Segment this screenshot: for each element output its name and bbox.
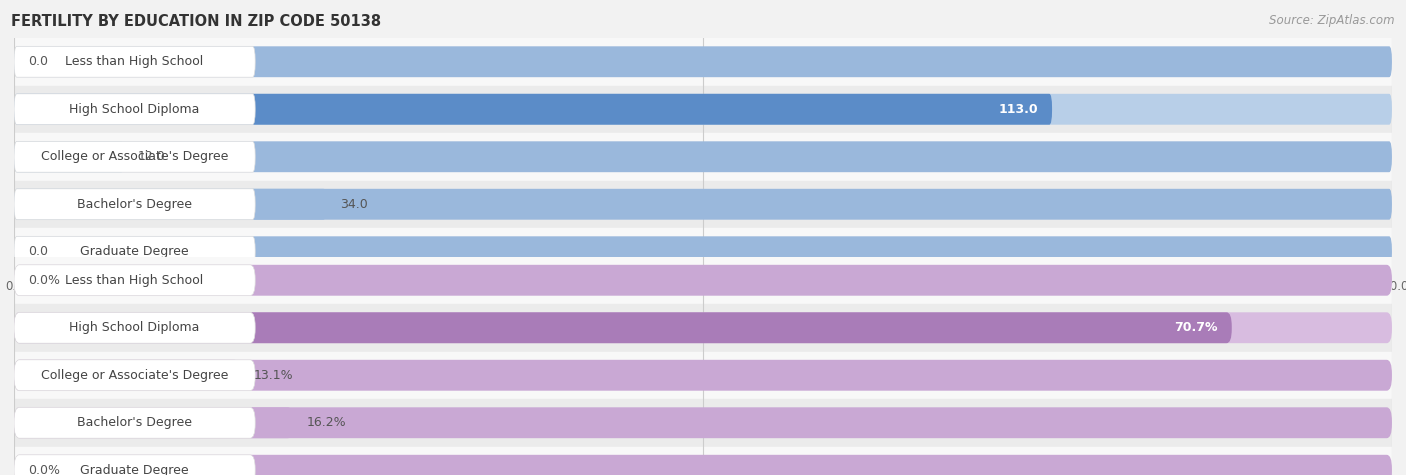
Text: 13.1%: 13.1% xyxy=(253,369,292,382)
FancyBboxPatch shape xyxy=(14,47,1392,77)
Bar xyxy=(14,446,1392,475)
FancyBboxPatch shape xyxy=(14,360,1392,390)
Bar xyxy=(14,304,1392,352)
FancyBboxPatch shape xyxy=(14,189,326,219)
FancyBboxPatch shape xyxy=(14,360,256,390)
Text: 0.0: 0.0 xyxy=(28,55,48,68)
Text: 0.0%: 0.0% xyxy=(28,274,60,287)
FancyBboxPatch shape xyxy=(14,94,256,125)
FancyBboxPatch shape xyxy=(14,265,1392,295)
Text: Less than High School: Less than High School xyxy=(66,274,204,287)
Text: 34.0: 34.0 xyxy=(340,198,368,211)
FancyBboxPatch shape xyxy=(14,408,292,438)
FancyBboxPatch shape xyxy=(14,189,256,219)
Text: High School Diploma: High School Diploma xyxy=(69,321,200,334)
Bar xyxy=(14,228,1392,276)
FancyBboxPatch shape xyxy=(14,142,124,172)
Text: High School Diploma: High School Diploma xyxy=(69,103,200,116)
FancyBboxPatch shape xyxy=(14,237,1392,267)
FancyBboxPatch shape xyxy=(14,94,1392,125)
Text: FERTILITY BY EDUCATION IN ZIP CODE 50138: FERTILITY BY EDUCATION IN ZIP CODE 50138 xyxy=(11,14,381,29)
FancyBboxPatch shape xyxy=(14,313,256,343)
FancyBboxPatch shape xyxy=(14,94,1052,125)
FancyBboxPatch shape xyxy=(14,142,256,172)
Text: 16.2%: 16.2% xyxy=(307,416,346,429)
Bar xyxy=(14,38,1392,86)
Bar xyxy=(14,352,1392,399)
Text: Bachelor's Degree: Bachelor's Degree xyxy=(77,198,193,211)
FancyBboxPatch shape xyxy=(14,237,256,267)
Bar xyxy=(14,256,1392,304)
FancyBboxPatch shape xyxy=(14,455,256,475)
FancyBboxPatch shape xyxy=(14,313,1232,343)
Text: Bachelor's Degree: Bachelor's Degree xyxy=(77,416,193,429)
Bar xyxy=(14,399,1392,446)
FancyBboxPatch shape xyxy=(14,47,256,77)
Text: 0.0: 0.0 xyxy=(28,245,48,258)
Text: 12.0: 12.0 xyxy=(138,150,166,163)
FancyBboxPatch shape xyxy=(14,189,1392,219)
Bar xyxy=(14,86,1392,133)
FancyBboxPatch shape xyxy=(14,408,1392,438)
Text: 70.7%: 70.7% xyxy=(1174,321,1218,334)
Text: 113.0: 113.0 xyxy=(998,103,1038,116)
FancyBboxPatch shape xyxy=(14,265,256,295)
Text: Source: ZipAtlas.com: Source: ZipAtlas.com xyxy=(1270,14,1395,27)
Bar xyxy=(14,180,1392,228)
Text: Graduate Degree: Graduate Degree xyxy=(80,245,188,258)
Text: 0.0%: 0.0% xyxy=(28,464,60,475)
Text: College or Associate's Degree: College or Associate's Degree xyxy=(41,150,228,163)
FancyBboxPatch shape xyxy=(14,455,1392,475)
Bar xyxy=(14,133,1392,180)
Text: College or Associate's Degree: College or Associate's Degree xyxy=(41,369,228,382)
FancyBboxPatch shape xyxy=(14,360,239,390)
Text: Less than High School: Less than High School xyxy=(66,55,204,68)
FancyBboxPatch shape xyxy=(14,142,1392,172)
Text: Graduate Degree: Graduate Degree xyxy=(80,464,188,475)
FancyBboxPatch shape xyxy=(14,313,1392,343)
FancyBboxPatch shape xyxy=(14,408,256,438)
